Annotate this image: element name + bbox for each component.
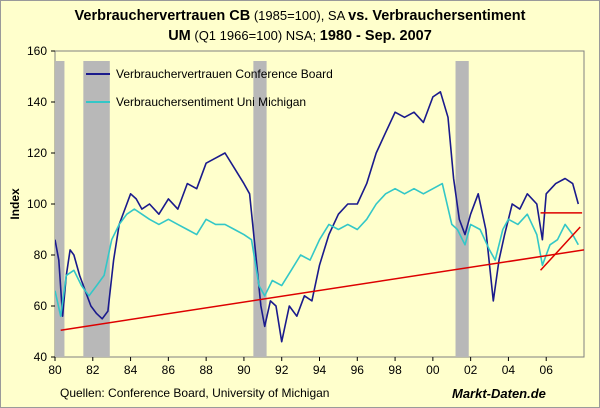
recession-bar-2	[253, 61, 267, 357]
y-tick-label: 80	[34, 248, 48, 262]
x-tick-label: 02	[464, 363, 478, 377]
source-note: Quellen: Conference Board, University of…	[60, 386, 330, 400]
x-tick-label: 84	[124, 363, 138, 377]
x-tick-label: 92	[275, 363, 289, 377]
y-tick-label: 60	[34, 299, 48, 313]
y-tick-label: 140	[27, 95, 47, 109]
y-axis-title: Index	[8, 188, 22, 220]
chart-title-line2: UM (Q1 1966=100) NSA; 1980 - Sep. 2007	[0, 28, 600, 44]
y-tick-label: 160	[27, 44, 47, 58]
x-tick-label: 00	[426, 363, 440, 377]
recession-bar-0	[55, 61, 65, 357]
x-tick-label: 94	[313, 363, 327, 377]
y-tick-label: 40	[34, 350, 48, 364]
x-tick-label: 90	[237, 363, 251, 377]
x-tick-label: 86	[162, 363, 176, 377]
recession-bar-1	[83, 61, 110, 357]
x-tick-label: 88	[199, 363, 213, 377]
annotation-segment	[539, 226, 581, 271]
series-uni-michigan-line	[55, 182, 580, 318]
title-um-bold: vs. Verbrauchersentiment	[348, 8, 526, 24]
legend-label-0: Verbrauchervertrauen Conference Board	[116, 67, 333, 81]
title-um-note: (Q1 1966=100) NSA;	[190, 28, 320, 43]
title-cb-note: (1985=100), SA	[250, 8, 349, 23]
title-period: 1980 - Sep. 2007	[319, 28, 432, 44]
title-um-abbrev: UM	[168, 28, 191, 44]
legend-label-1: Verbrauchersentiment Uni Michigan	[116, 95, 306, 109]
trend-line	[60, 249, 584, 331]
x-tick-label: 06	[540, 363, 554, 377]
chart-title-line1: Verbrauchervertrauen CB (1985=100), SA v…	[0, 8, 600, 24]
x-tick-label: 04	[502, 363, 516, 377]
x-tick-label: 80	[48, 363, 62, 377]
y-tick-label: 120	[27, 146, 47, 160]
series-conference-board-line	[55, 91, 580, 343]
brand-label: Markt-Daten.de	[452, 386, 546, 401]
y-tick-label: 100	[27, 197, 47, 211]
title-cb-bold: Verbrauchervertrauen CB	[74, 8, 251, 24]
x-tick-label: 82	[86, 363, 100, 377]
x-tick-label: 98	[388, 363, 402, 377]
plot-area	[54, 50, 585, 358]
recession-bar-3	[455, 61, 469, 357]
x-tick-label: 96	[351, 363, 365, 377]
